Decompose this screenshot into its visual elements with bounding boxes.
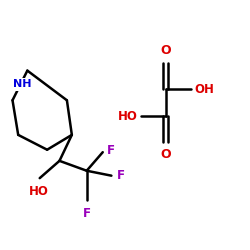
Text: F: F (117, 169, 125, 182)
Text: NH: NH (13, 79, 32, 89)
Text: HO: HO (28, 185, 48, 198)
Text: OH: OH (194, 83, 214, 96)
Text: F: F (83, 206, 91, 220)
Text: HO: HO (118, 110, 137, 123)
Text: O: O (160, 148, 171, 162)
Text: O: O (160, 44, 171, 57)
Text: F: F (107, 144, 115, 158)
